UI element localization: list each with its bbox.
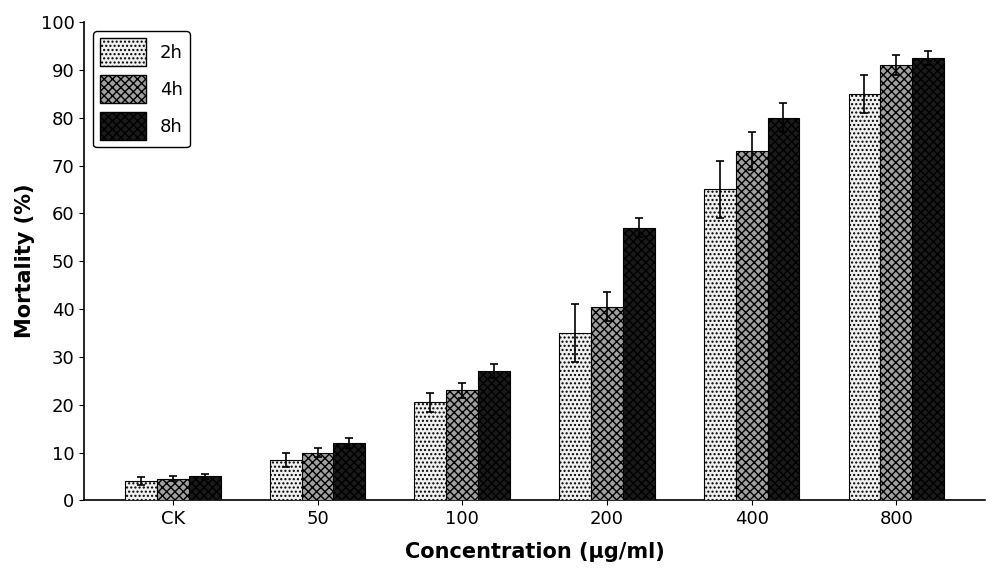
Bar: [736, 151, 768, 500]
Bar: [414, 402, 446, 500]
Bar: [591, 306, 623, 500]
Bar: [768, 118, 799, 500]
Bar: [849, 93, 880, 500]
Bar: [270, 460, 302, 500]
Legend: 2h, 4h, 8h: 2h, 4h, 8h: [93, 31, 190, 147]
Bar: [189, 477, 221, 500]
Bar: [446, 391, 478, 500]
Bar: [623, 228, 655, 500]
Bar: [125, 481, 157, 500]
X-axis label: Concentration (μg/ml): Concentration (μg/ml): [405, 542, 664, 562]
Bar: [302, 452, 333, 500]
Bar: [478, 371, 510, 500]
Bar: [880, 65, 912, 500]
Bar: [559, 333, 591, 500]
Bar: [157, 479, 189, 500]
Y-axis label: Mortality (%): Mortality (%): [15, 184, 35, 339]
Bar: [704, 189, 736, 500]
Bar: [333, 443, 365, 500]
Bar: [912, 58, 944, 500]
